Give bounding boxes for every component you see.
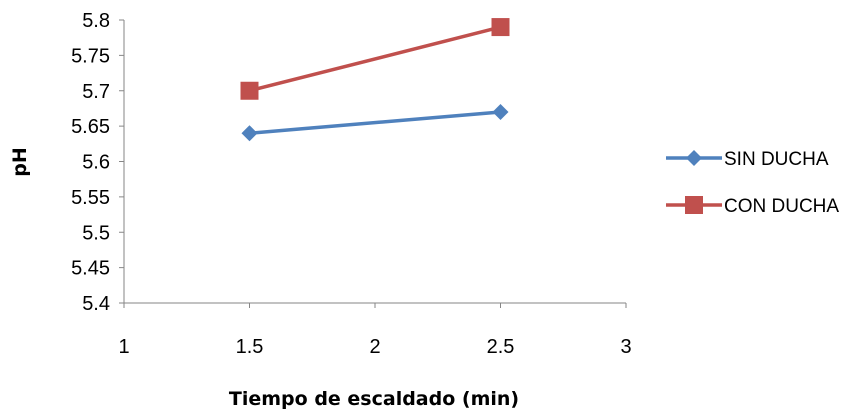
y-tick-label: 5.6 (82, 152, 110, 174)
series-line-sin-ducha (249, 110, 501, 135)
legend: SIN DUCHA CON DUCHA (666, 149, 839, 217)
series-line-con-ducha (249, 25, 501, 93)
x-tick-label: 2.5 (487, 336, 515, 358)
legend-label-con-ducha: CON DUCHA (724, 196, 839, 217)
y-axis-ticks: 5.4 5.45 5.5 5.55 5.6 5.65 5.7 5.75 5.8 (71, 10, 124, 315)
data-point-con-ducha (240, 81, 259, 100)
y-tick-label: 5.8 (82, 10, 110, 32)
x-axis-ticks: 1 1.5 2 2.5 3 (118, 303, 632, 358)
y-axis-title: pH (9, 147, 31, 177)
legend-marker-sin-ducha (686, 150, 702, 166)
legend-label-sin-ducha: SIN DUCHA (724, 149, 829, 170)
y-tick-label: 5.4 (82, 293, 110, 315)
data-point-sin-ducha (241, 125, 258, 142)
y-tick-label: 5.75 (71, 45, 110, 67)
y-tick-label: 5.7 (82, 81, 110, 103)
x-tick-label: 3 (620, 336, 631, 358)
y-tick-label: 5.55 (71, 187, 110, 209)
x-tick-label: 1 (118, 336, 129, 358)
y-tick-label: 5.45 (71, 258, 110, 280)
series-layer (240, 18, 510, 142)
y-tick-label: 5.65 (71, 116, 110, 138)
y-tick-label: 5.5 (82, 222, 110, 244)
x-tick-label: 1.5 (236, 336, 264, 358)
legend-marker-con-ducha (685, 196, 703, 214)
data-point-con-ducha (491, 18, 510, 37)
data-point-sin-ducha (492, 103, 509, 120)
x-tick-label: 2 (369, 336, 380, 358)
x-axis-title: Tiempo de escaldado (min) (229, 388, 519, 410)
